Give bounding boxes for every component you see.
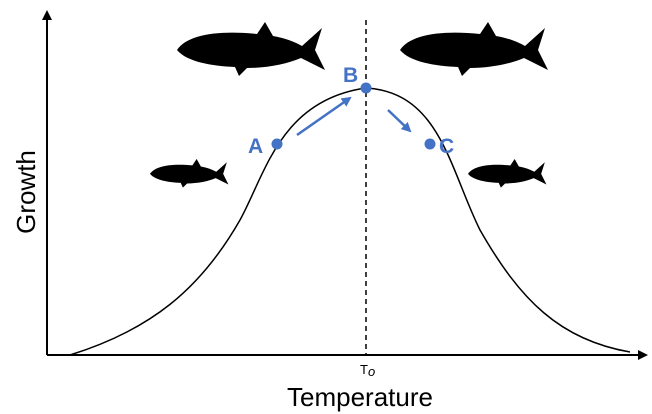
point-label: B <box>343 64 358 87</box>
optimum-main: T <box>360 362 368 377</box>
arrow <box>387 109 412 133</box>
point <box>360 82 372 94</box>
fish-icons <box>150 22 548 188</box>
point-label: C <box>439 135 454 158</box>
large-fish <box>400 22 548 76</box>
optimum-sub: o <box>368 364 375 379</box>
growth-curve <box>69 87 631 356</box>
point <box>424 138 436 150</box>
y-axis-label: Growth <box>11 150 41 234</box>
arrow <box>296 96 352 137</box>
point-label: A <box>248 135 263 158</box>
small-fish <box>150 159 229 188</box>
optimum-label: To <box>360 362 375 379</box>
x-axis-label: Temperature <box>287 382 433 412</box>
large-fish <box>177 22 325 76</box>
point <box>271 138 283 150</box>
small-fish <box>468 159 547 188</box>
